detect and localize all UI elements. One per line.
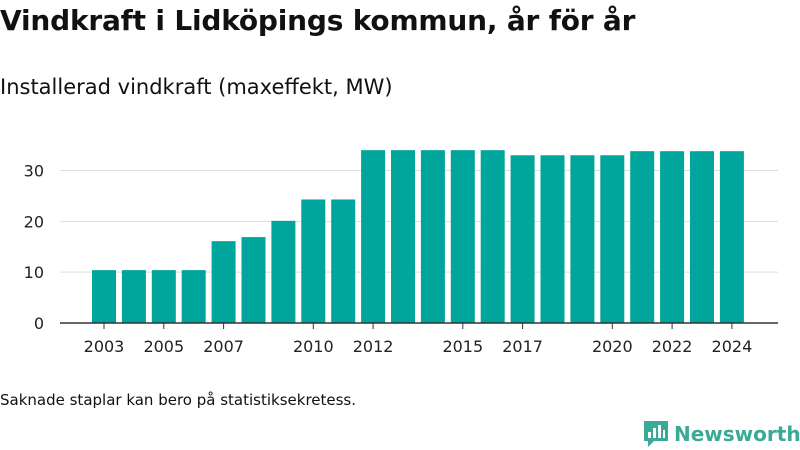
chart-subtitle: Installerad vindkraft (maxeffekt, MW) [0,75,393,99]
gridlines [60,170,778,273]
x-tick-label: 2010 [293,337,334,356]
x-tick-label: 2012 [353,337,394,356]
x-tick-label: 2020 [592,337,633,356]
brand-logo: Newsworthy [644,420,800,448]
x-tick-label: 2017 [502,337,543,356]
bar-2006 [181,270,206,323]
bar-chart: 0 10 20 30 2003 2005 2007 2010 2012 2015 2017 2020 2… [24,150,778,356]
x-tick-label: 2003 [84,337,125,356]
bar-2013 [391,150,415,323]
bar-2023 [690,151,714,323]
bar-2012 [361,150,386,323]
bar-2022 [660,151,685,323]
y-tick-label: 30 [24,162,44,181]
y-tick-label: 0 [34,314,44,333]
bar-2021 [630,151,655,323]
bar-2007 [211,241,236,323]
bar-2020 [600,155,625,323]
axes: 0 10 20 30 2003 2005 2007 2010 2012 2015 2017 2020 2… [24,162,778,356]
y-tick-label: 10 [24,263,44,282]
x-tick-label: 2022 [652,337,693,356]
x-tick-label: 2007 [203,337,244,356]
y-tick-label: 20 [24,212,44,231]
bar-2009 [271,220,296,323]
bar-2024 [719,151,744,323]
brand-name: Newsworthy [674,422,800,446]
bar-2016 [480,150,505,323]
bar-2008 [241,237,266,323]
bar-2011 [331,199,356,323]
bar-2018 [540,155,565,323]
bar-2014 [420,150,445,323]
newsworthy-logo-icon [644,421,668,447]
bar-2010 [301,199,326,323]
bar-2005 [151,270,176,323]
bar-2003 [92,270,116,323]
bar-2019 [570,155,595,323]
x-tick-label: 2024 [712,337,753,356]
bar-2015 [450,150,475,323]
bar-2004 [121,270,146,323]
footnote: Saknade staplar kan bero på statistiksek… [0,391,357,409]
x-tick-label: 2005 [143,337,184,356]
x-tick-label: 2015 [442,337,483,356]
chart-title: Vindkraft i Lidköpings kommun, år för år [0,4,636,37]
bars [92,150,744,323]
bar-2017 [510,155,535,323]
